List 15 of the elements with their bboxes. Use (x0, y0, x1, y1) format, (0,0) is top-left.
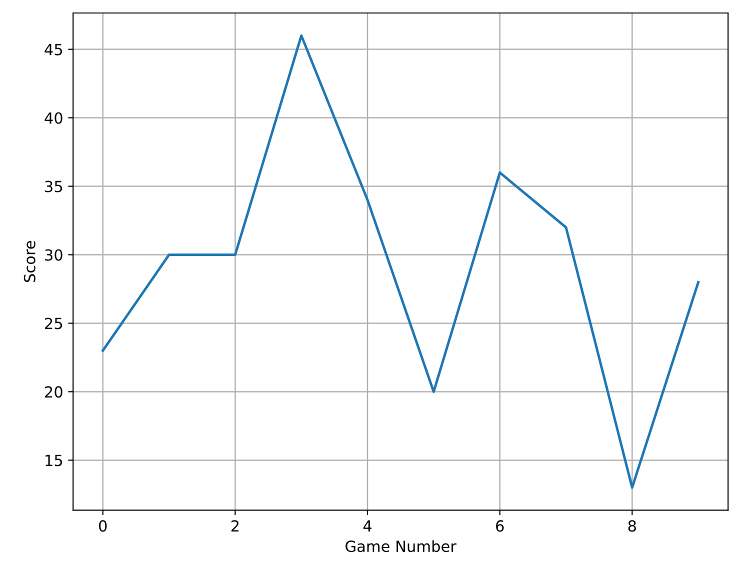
y-tick-label: 15 (46, 454, 62, 466)
y-tick-label: 35 (45, 180, 62, 192)
y-axis-title: Score (24, 241, 36, 282)
y-tick-label: 45 (44, 44, 62, 56)
x-tick-label: 8 (628, 520, 636, 532)
y-tick-label: 40 (44, 112, 62, 124)
y-tick-label: 25 (45, 318, 62, 330)
y-tick-label: 20 (45, 386, 62, 398)
x-tick-label: 6 (496, 520, 504, 532)
line-series (102, 34, 700, 489)
x-tick-label: 4 (363, 520, 372, 532)
x-tick-label: 0 (99, 520, 107, 532)
y-tick-label: 30 (45, 249, 62, 261)
x-tick-label: 2 (231, 520, 239, 532)
x-axis-title: Game Number (346, 540, 456, 552)
